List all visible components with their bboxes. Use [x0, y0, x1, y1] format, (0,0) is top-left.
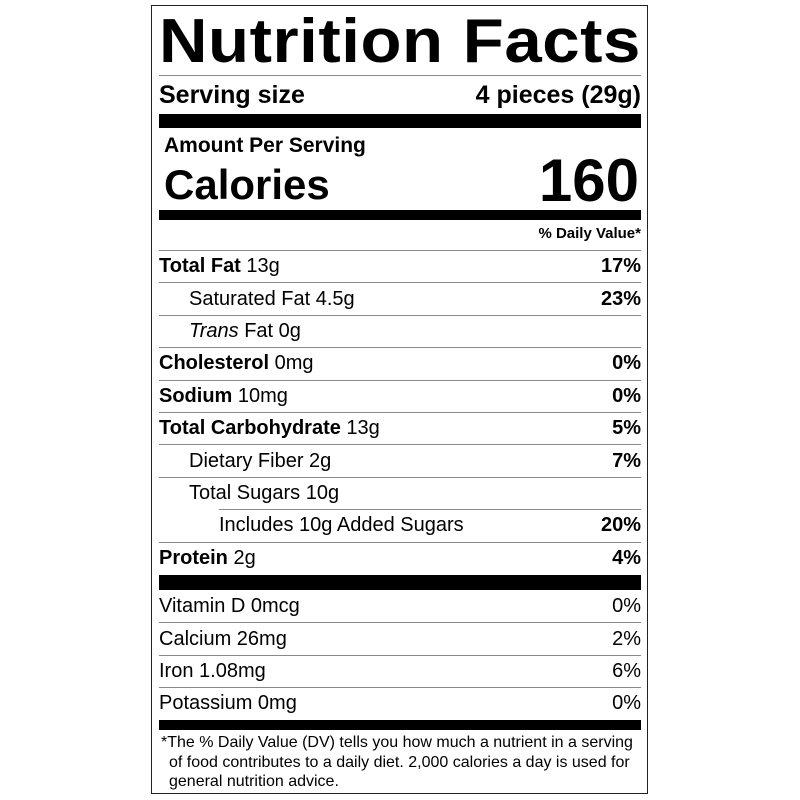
nutrient-amount: 10mg [232, 384, 288, 407]
nutrient-row: Includes 10g Added Sugars 20% [159, 509, 641, 542]
nutrient-dv: 0% [612, 352, 641, 375]
daily-value-header: % Daily Value* [538, 225, 641, 242]
nutrient-name: Sodium [159, 384, 233, 407]
nutrient-dv: 17% [600, 255, 641, 278]
nutrient-dv: 7% [612, 449, 641, 472]
nutrient-row: Dietary Fiber 2g 7% [159, 444, 641, 476]
vitamin-dv: 0% [612, 594, 641, 617]
nutrient-name: Cholesterol [159, 352, 270, 375]
nutrient-amount: Fat 0g [238, 319, 301, 342]
amount-per-serving: Amount Per Serving [164, 134, 366, 157]
nutrient-name: Total Fat [159, 255, 241, 278]
calories-label: Calories [164, 161, 330, 208]
nutrient-dv: 20% [600, 513, 641, 536]
nutrient-row: Protein 2g 4% [159, 541, 641, 574]
nutrient-amount: 0mg [269, 352, 314, 375]
nutrient-name: Includes 10g Added Sugars [219, 513, 464, 536]
nutrient-row: Sodium 10mg 0% [159, 379, 641, 412]
vitamin-name: Calcium 26mg [159, 627, 287, 650]
vitamin-row: Potassium 0mg 0% [159, 687, 641, 719]
nutrient-dv: 5% [612, 417, 641, 440]
vitamin-dv: 2% [612, 627, 641, 650]
nutrient-dv: 0% [612, 384, 641, 407]
nutrient-row: Total Fat 13g 17% [159, 250, 641, 282]
divider [159, 75, 641, 76]
serving-size-value: 4 pieces (29g) [475, 80, 641, 109]
nutrient-amount: 13g [240, 255, 280, 278]
nutrient-name: Trans [189, 319, 239, 342]
vitamin-row: Iron 1.08mg 6% [159, 654, 641, 687]
thick-divider [159, 210, 641, 220]
nutrient-row: Saturated Fat 4.5g 23% [159, 282, 641, 314]
vitamin-name: Vitamin D 0mcg [159, 594, 300, 617]
nutrient-name: Dietary Fiber 2g [189, 449, 332, 472]
calories-value: 160 [538, 147, 639, 214]
vitamin-dv: 0% [612, 692, 641, 715]
nutrient-amount: 2g [227, 546, 256, 569]
nutrient-row: Cholesterol 0mg 0% [159, 347, 641, 379]
nutrient-name: Saturated Fat 4.5g [189, 287, 355, 310]
thick-divider [159, 114, 641, 128]
nutrition-facts-label: Nutrition Facts Serving size 4 pieces (2… [151, 5, 648, 794]
vitamin-row: Vitamin D 0mcg 0% [159, 590, 641, 622]
vitamin-row: Calcium 26mg 2% [159, 622, 641, 654]
nutrient-name: Protein [159, 546, 228, 569]
vitamin-name: Iron 1.08mg [159, 659, 266, 682]
label-title: Nutrition Facts [159, 7, 641, 76]
nutrient-row: Total Sugars 10g [159, 476, 641, 509]
vitamin-name: Potassium 0mg [159, 692, 297, 715]
nutrient-dv: 4% [612, 546, 641, 569]
nutrient-name: Total Sugars 10g [189, 481, 340, 504]
nutrient-rows: Total Fat 13g 17% Saturated Fat 4.5g 23% T… [159, 250, 641, 574]
nutrient-name: Total Carbohydrate [159, 417, 341, 440]
serving-size-row: Serving size 4 pieces (29g) [159, 78, 641, 112]
nutrient-dv: 23% [600, 287, 641, 310]
nutrient-amount: 13g [340, 417, 380, 440]
footnote: *The % Daily Value (DV) tells you how mu… [161, 734, 633, 790]
vitamin-dv: 6% [612, 659, 641, 682]
vitamin-rows: Vitamin D 0mcg 0% Calcium 26mg 2% Iron 1.0… [159, 590, 641, 720]
nutrient-row: Trans Fat 0g [159, 314, 641, 347]
nutrient-row: Total Carbohydrate 13g 5% [159, 411, 641, 444]
thick-divider [159, 575, 641, 590]
thick-divider [159, 720, 641, 730]
serving-size-label: Serving size [159, 80, 305, 109]
